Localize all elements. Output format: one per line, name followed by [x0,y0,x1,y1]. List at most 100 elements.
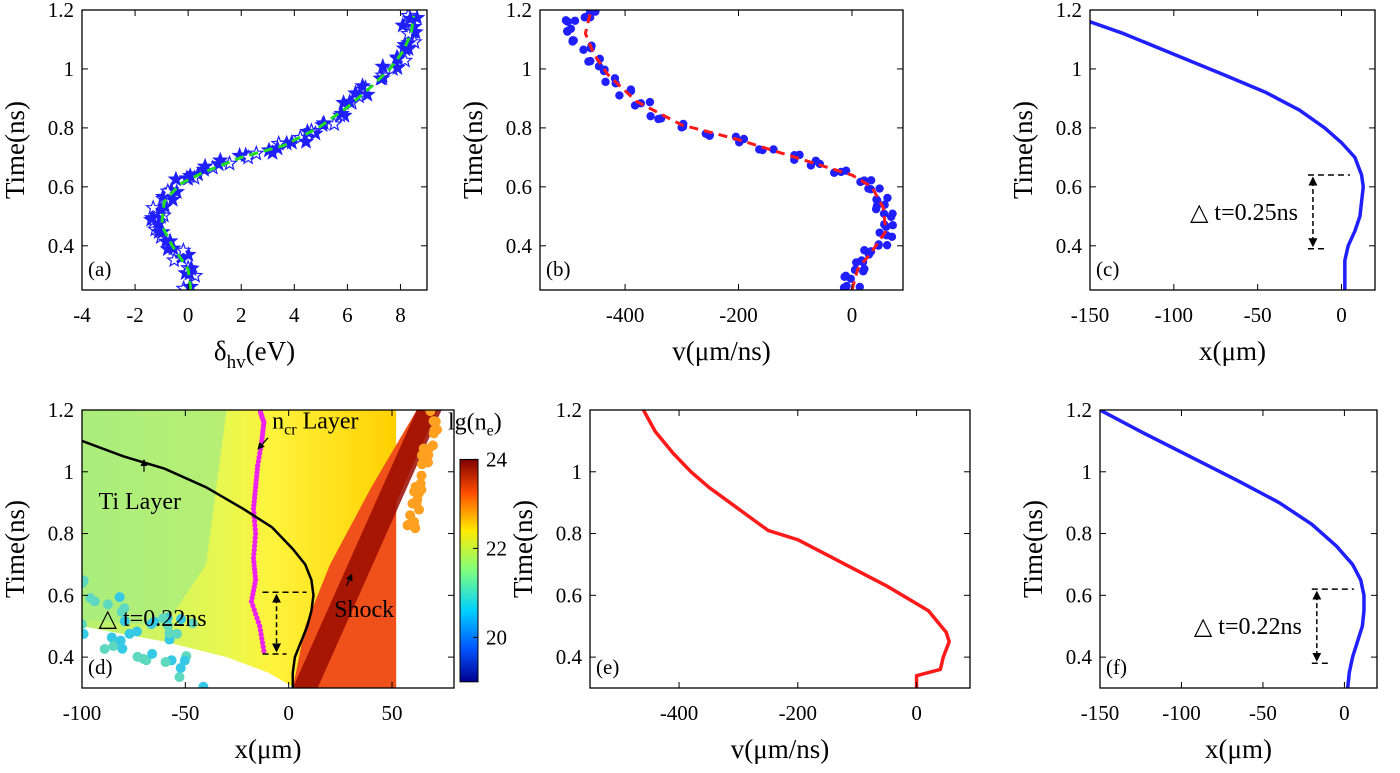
edge-dot [416,484,427,495]
ti-boundary-line [82,439,315,688]
plot-area [82,410,443,688]
ncr-dot [255,463,261,469]
data-point-dot [860,264,869,274]
data-point-dot [879,209,889,218]
panel-label: (b) [546,257,571,281]
y-axis-label: Time(ns) [0,500,30,598]
colorbar-label-sub: e [487,422,494,439]
edge-dot [160,657,171,668]
data-point-star [168,183,186,199]
y-tick-label: 0.8 [1066,522,1092,546]
edge-dot [176,613,187,624]
edge-dot [108,641,119,652]
shock-band [292,410,442,688]
colorbar-label: lg(ne) [448,409,502,439]
y-tick-label: 0.6 [1056,175,1082,199]
edge-dot [114,592,125,603]
data-point-star [354,77,371,94]
edge-dot [425,410,436,417]
x-tick-label: -50 [1249,701,1277,725]
y-axis-label: Time(ns) [1018,500,1048,598]
y-tick-label: 1 [1072,57,1083,81]
ncr-dot [258,631,264,638]
panel-e: -400 -200 0 0.4 0.6 0.8 1 1.2 v(μm/ns) Time(ns) (e… [508,398,971,764]
panel-label: (d) [88,655,113,679]
ncr-dot [252,539,258,545]
ncr-dot [251,543,258,549]
data-point-star [144,199,162,216]
ncr-dot [250,603,256,609]
data-point-dot [591,10,600,16]
data-point-star [183,259,200,276]
colorbar-bar [459,458,479,683]
edge-dot [162,620,173,631]
plot-area [1100,410,1366,688]
y-tick-label: 0.8 [1056,116,1082,140]
edge-dot [82,578,88,589]
axes-box [539,9,904,291]
y-axis-label: Time(ns) [508,500,538,598]
plot-area [1090,20,1366,290]
ncr-dot [253,611,259,617]
x-tick-label: 6 [342,303,353,327]
data-point-dot [875,184,884,193]
x-tick-label: 0 [283,701,294,725]
edge-dot [124,628,135,639]
x-tick-label: 0 [183,303,194,327]
y-tick-label: 0.8 [48,522,74,546]
edge-dot [119,616,130,627]
data-point-dot [864,184,873,193]
x-tick-label: 0 [847,303,858,327]
y-tick-label: 0.4 [506,234,533,258]
x-tick-label: -200 [719,303,758,327]
edge-dot [423,449,434,460]
ncr-dot [252,522,258,528]
ncr-dot [251,518,258,524]
edge-dot [146,619,157,630]
ncr-dot [253,530,259,537]
ti-layer-label: Ti Layer [99,489,181,515]
ncr-dot [257,623,263,629]
data-point-dot [586,56,595,66]
edge-dot [147,648,158,659]
y-tick-label: 0.6 [506,175,532,199]
data-point-dot [842,281,851,290]
data-point-star [374,57,392,74]
x-tick-label: -50 [1244,303,1272,327]
x-tick-label: -100 [1162,701,1201,725]
ncr-dot [259,635,265,642]
data-point-dot [579,45,588,54]
ncr-sub: cr [284,422,297,439]
x-tick-label: 8 [395,303,406,327]
y-tick-label: 0.8 [556,522,582,546]
x-tick-label: -2 [126,303,144,327]
y-tick-label: 1 [64,460,75,484]
fit-line [160,15,416,290]
data-point-dot [615,91,624,100]
ncr-dot [257,450,263,456]
x-tick-label: 0 [911,701,922,725]
data-point-dot [645,97,655,107]
data-point-dot [601,77,610,87]
edge-dot [85,592,96,603]
x-tick-label: 0 [1339,701,1350,725]
y-tick-label: 0.4 [556,645,583,669]
data-point-dot [866,176,876,185]
shock-label: Shock [334,597,394,623]
y-tick-label: 0.4 [1066,645,1093,669]
y-axis-label: Time(ns) [1008,101,1038,199]
x-axis-label: x(μm) [1199,336,1266,366]
y-axis-label: Time(ns) [0,101,30,199]
y-tick-label: 1.2 [48,0,74,22]
data-point-dot [846,274,856,284]
y-tick-label: 0.4 [48,645,75,669]
y-axis-label: Time(ns) [458,101,488,199]
y-tick-label: 1 [572,460,583,484]
y-tick-label: 1 [522,57,533,81]
edge-dot [158,613,169,624]
series-line [641,410,951,688]
panel-b: -400 -200 0 0.4 0.6 0.8 1 1.2 v(μm/ns) Time(ns) (b… [458,0,904,366]
x-label-main: δ [214,336,227,366]
ncr-dot [251,551,257,557]
y-tick-label: 0.8 [48,116,74,140]
